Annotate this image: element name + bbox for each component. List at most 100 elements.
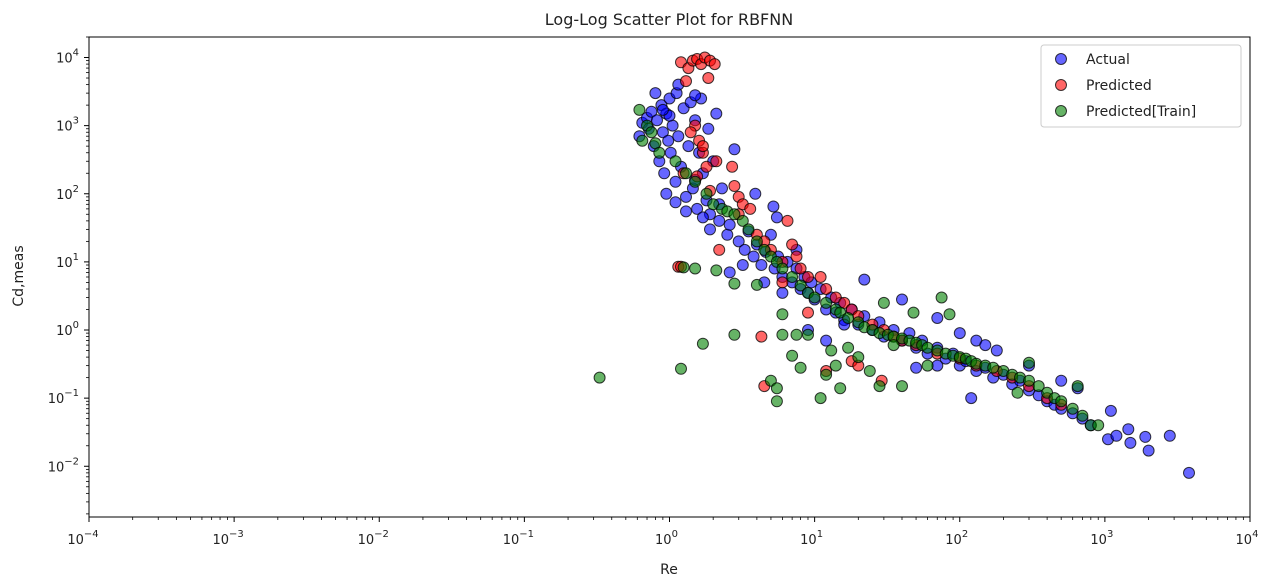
x-tick-label: 10−3 <box>212 529 243 548</box>
data-point <box>842 341 855 354</box>
x-tick-label: 10−4 <box>67 529 98 548</box>
data-point <box>653 146 666 159</box>
data-point <box>767 200 780 213</box>
data-point <box>794 279 807 292</box>
legend-label: Predicted[Train] <box>1086 104 1196 120</box>
y-tick-label: 10−1 <box>48 388 79 407</box>
data-point <box>1163 429 1176 442</box>
data-point <box>721 228 734 241</box>
data-point <box>907 306 920 319</box>
data-point <box>645 105 658 118</box>
data-point <box>786 349 799 362</box>
data-point <box>666 119 679 132</box>
data-point <box>702 72 715 84</box>
x-tick-label: 10−2 <box>358 529 389 548</box>
y-tick-label: 104 <box>56 48 79 67</box>
data-point <box>656 103 669 116</box>
data-point <box>794 262 807 275</box>
x-tick-label: 103 <box>1090 529 1113 548</box>
data-point <box>710 155 723 168</box>
data-point <box>990 344 1003 357</box>
data-point <box>921 359 934 372</box>
data-point <box>790 328 803 341</box>
data-point <box>723 218 736 231</box>
data-point <box>1066 402 1079 415</box>
data-point <box>943 308 956 321</box>
data-point <box>808 291 821 304</box>
data-point <box>820 296 833 309</box>
data-point <box>755 259 768 271</box>
data-point <box>802 328 814 341</box>
data-point <box>755 330 768 343</box>
data-point <box>776 286 789 299</box>
x-axis-ticks: 10−4 10−3 10−2 10−1 100 101 102 103 104 <box>67 517 1258 548</box>
x-tick-label: 100 <box>655 529 678 548</box>
data-point <box>770 211 783 224</box>
data-point <box>713 214 726 227</box>
data-point <box>1076 409 1089 422</box>
data-point <box>820 368 833 381</box>
data-point <box>736 259 749 271</box>
data-point <box>728 208 741 221</box>
y-tick-label: 102 <box>56 184 79 203</box>
data-point <box>684 126 697 139</box>
data-point <box>987 361 1000 374</box>
x-tick-label: 10−1 <box>503 529 534 548</box>
data-point <box>689 89 702 102</box>
legend-box <box>1040 44 1242 128</box>
data-point <box>790 250 803 263</box>
legend-marker <box>1055 79 1067 91</box>
data-point <box>776 328 789 341</box>
data-point <box>896 293 908 306</box>
data-point <box>633 103 646 116</box>
y-axis-label: Cd,meas <box>11 245 27 306</box>
data-point <box>691 202 704 215</box>
data-point <box>744 202 757 215</box>
chart-title: Log-Log Scatter Plot for RBFNN <box>545 10 793 29</box>
y-axis-ticks: 10−2 10−1 100 101 102 103 104 <box>48 36 89 515</box>
data-point <box>750 235 763 248</box>
data-point <box>747 250 760 263</box>
data-point <box>658 167 671 180</box>
data-point <box>770 382 783 395</box>
data-point <box>669 175 682 188</box>
data-point <box>738 243 751 256</box>
legend: Actual Predicted Predicted[Train] <box>1040 44 1242 128</box>
data-point <box>1124 436 1137 449</box>
data-point <box>896 380 908 393</box>
data-point <box>935 291 948 304</box>
x-tick-label: 104 <box>1236 529 1259 548</box>
data-point <box>1032 380 1045 393</box>
data-point <box>704 223 716 236</box>
data-point <box>786 271 799 283</box>
data-point <box>726 160 739 173</box>
data-point <box>651 114 663 127</box>
data-point <box>700 160 713 173</box>
data-point <box>713 243 726 256</box>
data-point <box>696 140 709 153</box>
data-point <box>1055 395 1068 408</box>
data-point <box>696 211 709 224</box>
data-point <box>593 371 606 384</box>
data-point <box>728 180 741 192</box>
data-point <box>1183 466 1195 479</box>
data-point <box>825 344 838 357</box>
data-point <box>877 296 890 309</box>
data-point <box>814 271 827 283</box>
data-point <box>802 306 814 319</box>
data-point <box>728 277 741 290</box>
y-tick-label: 100 <box>56 320 79 339</box>
data-point <box>1110 429 1123 442</box>
data-point <box>852 351 865 364</box>
data-point <box>776 262 789 275</box>
legend-label: Actual <box>1086 52 1130 68</box>
data-point <box>863 365 876 377</box>
y-tick-label: 10−2 <box>48 456 79 475</box>
data-point <box>749 187 762 200</box>
data-point <box>680 190 692 203</box>
data-point <box>672 130 685 143</box>
data-point <box>662 134 675 147</box>
legend-marker <box>1055 53 1067 65</box>
data-point <box>887 339 900 352</box>
